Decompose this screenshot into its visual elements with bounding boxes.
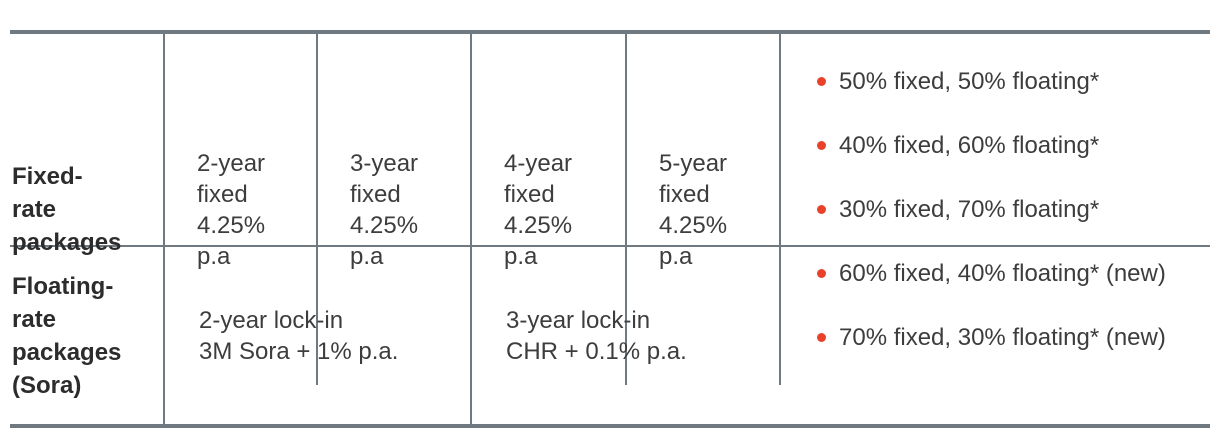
allocation-option: 30% fixed, 70% floating* <box>817 193 1166 226</box>
fixed-allocation-options: 50% fixed, 50% floating* 40% fixed, 60% … <box>779 34 1210 385</box>
allocation-option-label: 50% fixed, 50% floating* <box>839 68 1100 95</box>
allocation-list: 50% fixed, 50% floating* 40% fixed, 60% … <box>817 34 1166 385</box>
page: Fixed- rate packages 2-year fixed 4.25% … <box>10 30 1210 428</box>
allocation-option: 40% fixed, 60% floating* <box>817 129 1166 162</box>
fixed-package-4yr: 4-year fixed 4.25% p.a <box>470 34 625 385</box>
allocation-option: 60% fixed, 40% floating* (new) <box>817 257 1166 290</box>
bullet-icon <box>817 141 826 150</box>
bullet-icon <box>817 269 826 278</box>
floating-rate-row: Floating- rate packages (Sora) 2-year lo… <box>10 245 1210 424</box>
allocation-option-label: 40% fixed, 60% floating* <box>839 132 1100 159</box>
allocation-option-label: 70% fixed, 30% floating* (new) <box>839 324 1166 351</box>
fixed-package-3yr: 3-year fixed 4.25% p.a <box>316 34 470 385</box>
bullet-icon <box>817 333 826 342</box>
floating-package-2yr-lockin: 2-year lock-in 3M Sora + 1% p.a. <box>163 247 470 424</box>
fixed-rate-row-header: Fixed- rate packages <box>12 163 122 256</box>
floating-package-3yr-lockin: 3-year lock-in CHR + 0.1% p.a. <box>470 247 1210 424</box>
bullet-icon <box>817 77 826 86</box>
bullet-icon <box>817 205 826 214</box>
allocation-option: 50% fixed, 50% floating* <box>817 65 1166 98</box>
fixed-package-2yr: 2-year fixed 4.25% p.a <box>163 34 316 385</box>
fixed-package-5yr: 5-year fixed 4.25% p.a <box>625 34 779 385</box>
fixed-rate-row: Fixed- rate packages 2-year fixed 4.25% … <box>10 34 1210 385</box>
rate-packages-table: Fixed- rate packages 2-year fixed 4.25% … <box>10 30 1210 428</box>
allocation-option: 70% fixed, 30% floating* (new) <box>817 321 1166 354</box>
floating-rate-row-header: Floating- rate packages (Sora) <box>12 272 122 399</box>
allocation-option-label: 60% fixed, 40% floating* (new) <box>839 260 1166 287</box>
allocation-option-label: 30% fixed, 70% floating* <box>839 196 1100 223</box>
